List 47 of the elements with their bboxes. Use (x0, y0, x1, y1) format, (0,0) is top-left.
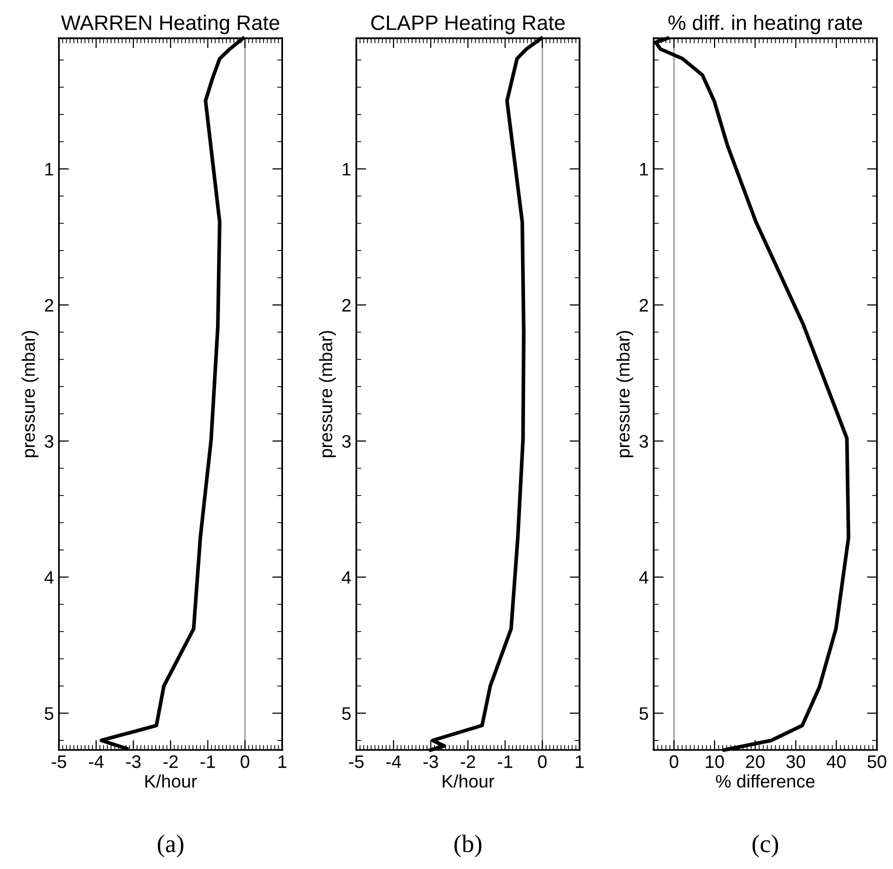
x-tick-label: 1 (576, 755, 584, 768)
x-tick-label: 1 (278, 755, 286, 768)
x-tick-label: 0 (240, 755, 250, 768)
x-tick-label: -5 (349, 755, 364, 768)
x-tick-label: -5 (52, 755, 66, 768)
x-tick-label: -2 (163, 755, 178, 768)
text: (b) (454, 834, 482, 858)
y-axis-title: pressure (mbar) (616, 330, 634, 458)
x-axis-title: K/hour (442, 774, 494, 788)
x-axis-title: K/hour (145, 774, 197, 788)
x-tick-label: -3 (424, 755, 438, 768)
text: (c) (752, 834, 778, 858)
y-tick-label: 5 (342, 707, 351, 720)
x-tick-label: 40 (826, 755, 846, 768)
y-tick-label: 2 (44, 298, 54, 312)
y-tick-label: 3 (44, 434, 54, 448)
y-tick-label: 1 (640, 162, 648, 176)
y-tick-label: 3 (639, 434, 648, 448)
text: (a) (158, 834, 184, 858)
chart-title: WARREN Heating Rate (61, 14, 280, 34)
x-tick-label: 20 (746, 755, 764, 768)
y-tick-label: 2 (640, 298, 648, 312)
y-tick-label: 5 (44, 707, 54, 720)
y-tick-label: 4 (44, 571, 54, 584)
y-axis-title: pressure (mbar) (319, 330, 336, 458)
y-tick-label: 5 (639, 707, 648, 720)
x-tick-label: -4 (88, 755, 104, 768)
x-tick-label: -1 (498, 755, 512, 768)
y-tick-label: 3 (342, 434, 351, 448)
x-tick-label: -4 (386, 755, 402, 768)
y-tick-label: 1 (45, 162, 54, 176)
x-tick-label: 0 (538, 755, 547, 768)
x-tick-label: -3 (126, 755, 141, 768)
x-tick-label: 0 (670, 755, 678, 768)
x-tick-label: -1 (200, 755, 215, 768)
x-tick-label: -2 (460, 755, 476, 768)
x-tick-label: 30 (786, 755, 806, 768)
x-axis-title: % difference (716, 774, 815, 788)
y-tick-label: 4 (639, 571, 648, 584)
y-axis-title: pressure (mbar) (22, 330, 38, 458)
chart-title: % diff. in heating rate (668, 14, 862, 34)
y-tick-label: 4 (342, 571, 351, 584)
chart-title: CLAPP Heating Rate (371, 14, 565, 34)
y-tick-label: 1 (342, 162, 351, 176)
x-tick-label: 10 (706, 755, 724, 768)
y-tick-label: 2 (342, 298, 351, 312)
x-tick-label: 50 (868, 755, 886, 768)
